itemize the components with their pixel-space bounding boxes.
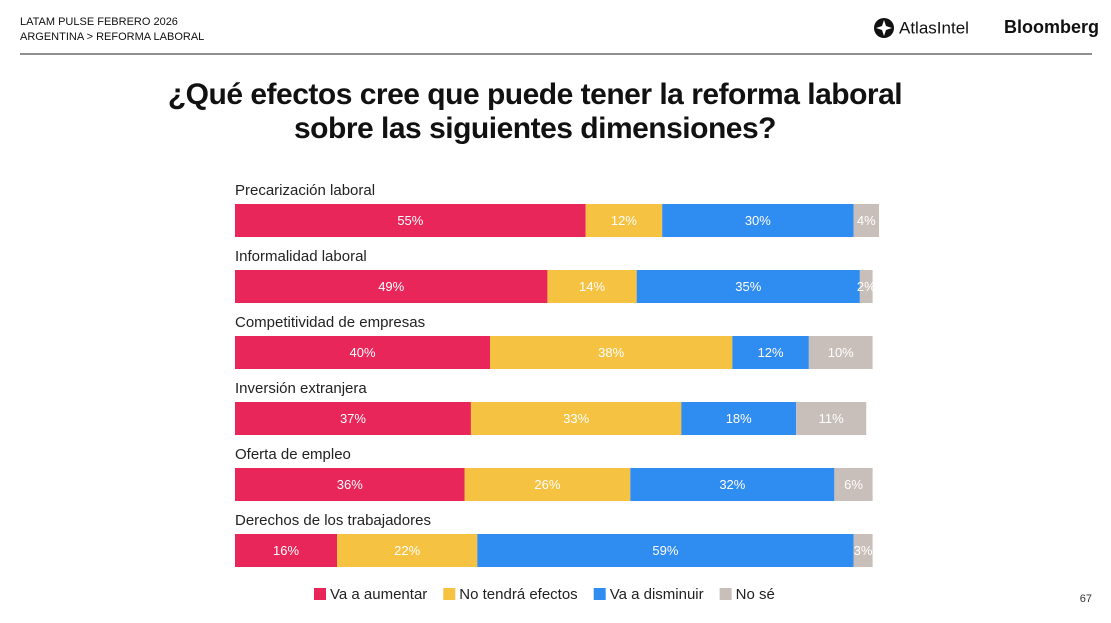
value-label: 2%	[857, 279, 876, 294]
category-label: Derechos de los trabajadores	[235, 512, 431, 529]
bar-segment	[547, 270, 637, 303]
legend-label: No tendrá efectos	[459, 586, 577, 603]
category-label: Informalidad laboral	[235, 248, 367, 265]
value-label: 38%	[598, 345, 624, 360]
bar-segment	[662, 204, 854, 237]
chart-title: ¿Qué efectos cree que puede tener la ref…	[167, 78, 903, 145]
category-label: Oferta de empleo	[235, 446, 351, 463]
value-label: 22%	[394, 543, 420, 558]
value-label: 16%	[273, 543, 299, 558]
bar-segment	[464, 468, 631, 501]
value-label: 3%	[854, 543, 873, 558]
value-label: 12%	[758, 345, 784, 360]
legend-swatch	[443, 588, 456, 600]
bar-segment	[859, 270, 873, 303]
bar-segment	[834, 468, 873, 501]
bar-segment	[235, 270, 548, 303]
bar-segment	[681, 402, 797, 435]
value-label: 36%	[337, 477, 363, 492]
value-label: 18%	[726, 411, 752, 426]
brand-bloomberg: Bloomberg	[1004, 17, 1099, 37]
bar-segment	[477, 534, 854, 567]
brand-atlas: AtlasIntel	[899, 18, 969, 37]
legend-label: Va a aumentar	[330, 586, 427, 603]
header-line2: ARGENTINA > REFORMA LABORAL	[20, 31, 204, 43]
value-label: 32%	[719, 477, 745, 492]
bar-segment	[808, 336, 873, 369]
bar-segment	[235, 336, 491, 369]
legend-swatch	[314, 588, 326, 600]
page-number: 67	[1080, 593, 1092, 605]
value-label: 26%	[534, 477, 560, 492]
bar-segment	[490, 336, 733, 369]
value-label: 10%	[828, 345, 854, 360]
category-label: Inversión extranjera	[235, 380, 367, 397]
value-label: 35%	[735, 279, 761, 294]
atlas-logo-star	[876, 20, 892, 36]
legend-swatch	[719, 588, 732, 600]
header-line1: LATAM PULSE FEBRERO 2026	[20, 16, 178, 28]
bar-segment	[796, 402, 867, 435]
legend-swatch	[593, 588, 606, 600]
value-label: 33%	[563, 411, 589, 426]
category-label: Competitividad de empresas	[235, 314, 425, 331]
bar-segment	[235, 534, 338, 567]
legend-label: No sé	[736, 586, 775, 603]
bar-segment	[470, 402, 682, 435]
value-label: 4%	[857, 213, 876, 228]
value-label: 40%	[350, 345, 376, 360]
value-label: 55%	[397, 213, 423, 228]
category-label: Precarización laboral	[235, 182, 375, 199]
value-label: 6%	[844, 477, 863, 492]
value-label: 49%	[378, 279, 404, 294]
value-label: 12%	[611, 213, 637, 228]
value-label: 59%	[652, 543, 678, 558]
legend-label: Va a disminuir	[610, 586, 704, 603]
bar-segment	[636, 270, 860, 303]
bar-segment	[235, 402, 471, 435]
value-label: 30%	[745, 213, 771, 228]
bar-segment	[732, 336, 809, 369]
bar-segment	[630, 468, 835, 501]
bar-segment	[585, 204, 663, 237]
bar-segment	[235, 468, 465, 501]
bar-segment	[337, 534, 478, 567]
bar-segment	[853, 204, 879, 237]
bar-segment	[853, 534, 873, 567]
value-label: 37%	[340, 411, 366, 426]
value-label: 11%	[819, 411, 844, 426]
value-label: 14%	[579, 279, 605, 294]
bar-segment	[235, 204, 586, 237]
